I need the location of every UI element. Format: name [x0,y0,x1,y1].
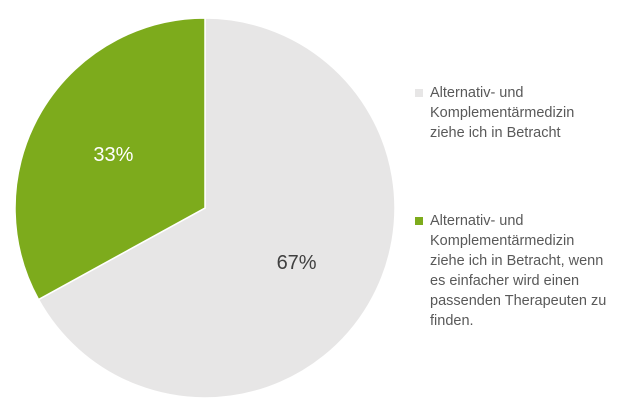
legend-swatch-consider [415,89,423,97]
legend-label-consider: Alternativ- und Komplementärmedizin zieh… [430,85,575,141]
pie-slice-consider-if-easier [14,17,206,301]
legend-swatch-consider-if-easier [415,217,423,225]
legend-item-consider-if-easier: Alternativ- und Komplementärmedizin zieh… [415,211,625,331]
legend-label-consider-if-easier: Alternativ- und Komplementärmedizin zieh… [430,213,607,329]
legend-item-consider: Alternativ- und Komplementärmedizin zieh… [415,83,625,143]
pie-label-consider: 67% [277,252,317,274]
pie-label-consider-if-easier: 33% [93,144,133,166]
pie-slice-consider [37,17,396,399]
